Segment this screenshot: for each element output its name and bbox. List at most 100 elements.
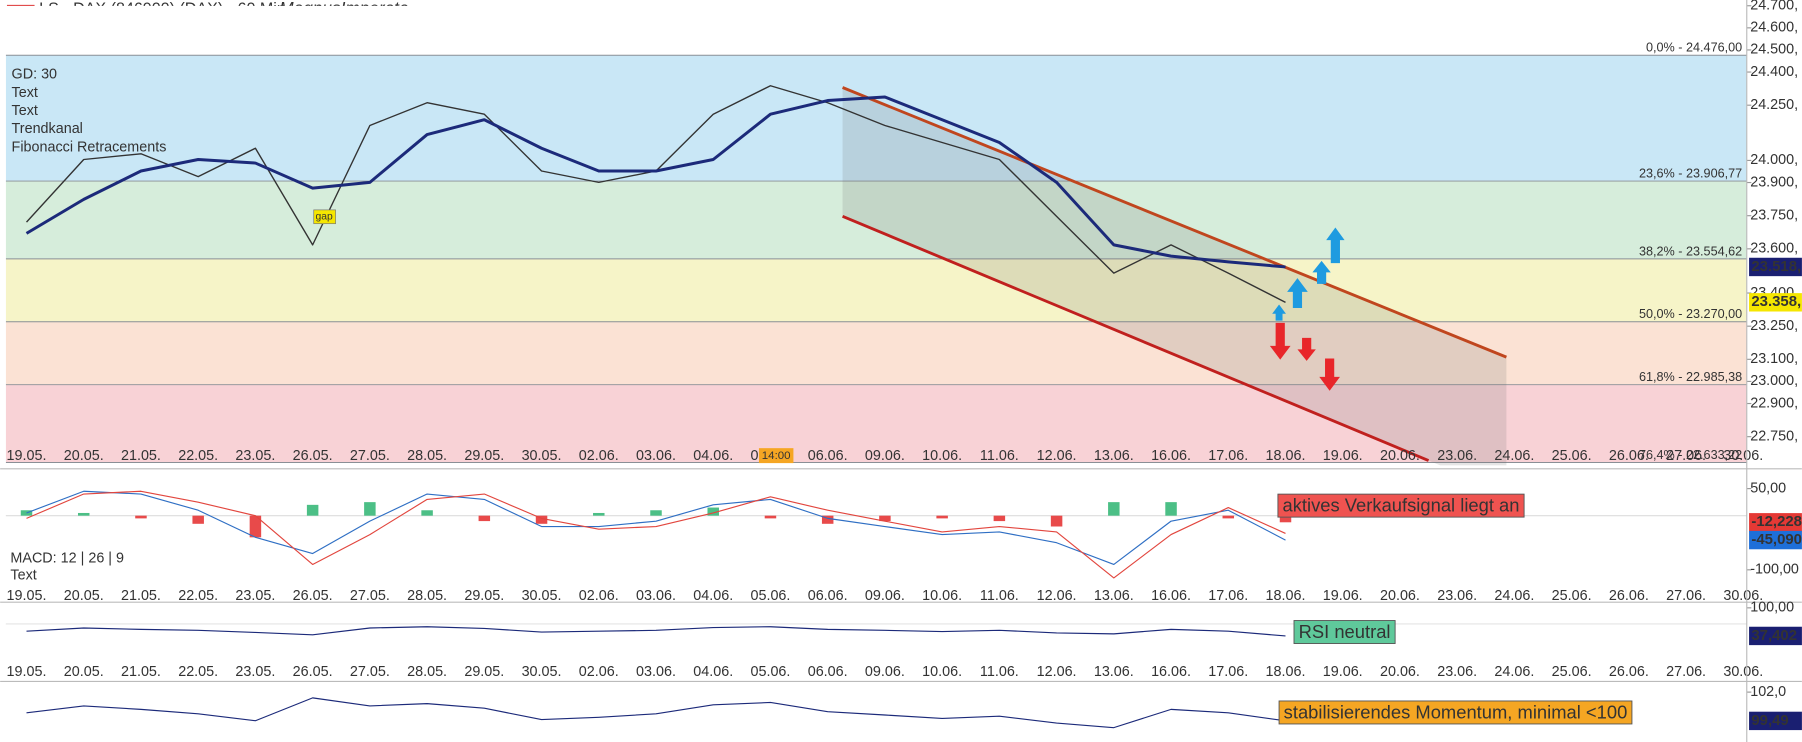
x-tick-label: 05.06. [750, 588, 790, 604]
x-tick-label: 03.06. [636, 664, 676, 680]
y-tick-label: 24.700, [1750, 0, 1798, 14]
y-tick-label: 102,0 [1750, 684, 1786, 700]
histogram-bar [1108, 502, 1120, 516]
x-tick-label: 13.06. [1094, 664, 1134, 680]
x-tick-label: 02.06. [579, 448, 619, 464]
x-tick-label: 28.05. [407, 448, 447, 464]
histogram-bar [1279, 515, 1292, 523]
legend-entry: Trendkanal [12, 121, 83, 137]
x-axis: 19.05. 20.05. 21.05. 22.05. 23.05. 26.05. 27.0… [7, 588, 1764, 604]
histogram-bar [1050, 515, 1063, 527]
annotation-box [1293, 620, 1396, 644]
y-axis: 50,00 -100,00 [1746, 480, 1799, 578]
x-tick-label: 03.06. [636, 588, 676, 604]
x-tick-label: 19.06. [1323, 448, 1363, 464]
x-tick-label: 24.06. [1494, 588, 1534, 604]
x-tick-label: 20.06. [1380, 448, 1420, 464]
y-tick-label: 24.500, [1750, 42, 1798, 58]
y-tick-label: 50,00 [1750, 480, 1786, 496]
ma-line [25, 95, 1286, 269]
x-tick-label: 20.05. [64, 664, 104, 680]
x-tick-label: 06.06. [808, 448, 848, 464]
histogram-bar [421, 510, 433, 516]
x-tick-label: 12.06. [1037, 664, 1077, 680]
x-tick-label: 22.05. [178, 588, 218, 604]
x-tick-label: 26.06. [1609, 588, 1649, 604]
y-tick-label: 24.250, [1750, 97, 1798, 113]
value-box-label: 23.358, [1751, 293, 1801, 310]
x-tick-label: 27.06. [1666, 588, 1706, 604]
annotation-box [1278, 700, 1633, 725]
x-tick-label: 23.06. [1437, 664, 1477, 680]
x-tick-label: 26.05. [293, 588, 333, 604]
x-tick-label: 16.06. [1151, 664, 1191, 680]
x-tick-label: 13.06. [1094, 588, 1134, 604]
x-tick-label: 17.06. [1208, 664, 1248, 680]
annotation: aktives Verkaufsignal liegt an [1283, 495, 1520, 516]
y-tick-label: 22.900, [1750, 395, 1798, 411]
x-tick-label: 04.06. [693, 664, 733, 680]
x-tick-label: 17.06. [1208, 448, 1248, 464]
value-box-label: -45,090 [1751, 531, 1802, 548]
x-tick-label: 02.06. [579, 588, 619, 604]
x-tick-label: 27.05. [350, 588, 390, 604]
x-tick-label: 29.05. [464, 588, 504, 604]
gap-box [313, 209, 336, 225]
x-tick-label: 23.05. [235, 664, 275, 680]
histogram-bar [764, 515, 777, 519]
x-tick-label: 20.05. [64, 448, 104, 464]
up-arrow [1272, 304, 1286, 321]
x-tick-label: 25.06. [1552, 664, 1592, 680]
macd-line [26, 490, 1286, 579]
value-box [1749, 530, 1802, 550]
fib-band [5, 181, 1747, 259]
histogram-bar [306, 504, 319, 516]
y-tick-label: 23.600, [1750, 241, 1798, 257]
x-tick-label: 09.06. [865, 664, 905, 680]
histogram-bar [249, 515, 262, 538]
x-axis: 19.05. 20.05. 21.05. 22.05. 23.05. 26.05. 27.0… [7, 448, 1764, 464]
x-tick-label: 19.06. [1323, 588, 1363, 604]
fib-label: 0,0% - 24.476,00 [1646, 41, 1742, 55]
x-tick-label: 29.05. [464, 448, 504, 464]
x-tick-label: 25.06. [1552, 588, 1592, 604]
value-box [1749, 293, 1802, 312]
up-arrow [1312, 260, 1331, 284]
annotation: RSI neutral [1299, 621, 1391, 642]
y-tick-label: 23.250, [1750, 318, 1798, 334]
x-tick-label: 21.05. [121, 448, 161, 464]
x-tick-label: 13.06. [1094, 448, 1134, 464]
histogram-bar [650, 510, 662, 516]
x-tick-label: 11.06. [980, 448, 1019, 464]
panel-label: MACD: 12 | 26 | 9 [10, 550, 124, 566]
rsi-line [26, 626, 1286, 637]
histogram-bar [993, 515, 1006, 522]
x-tick-label: 18.06. [1266, 448, 1306, 464]
signal-arrows [1269, 227, 1345, 391]
x-tick-label: 21.05. [121, 664, 161, 680]
x-tick-label: 21.05. [121, 588, 161, 604]
histogram-bar [1165, 502, 1177, 516]
fib-label: 50,0% - 23.270,00 [1639, 307, 1742, 321]
x-tick-label: 11.06. [980, 588, 1019, 604]
y-tick-label: 24.400, [1750, 64, 1798, 80]
histogram-bar [879, 515, 891, 522]
legend-entry: GD: 30 [12, 66, 58, 82]
x-tick-label: 27.05. [350, 664, 390, 680]
histogram-bar [77, 512, 90, 516]
y-tick-label: 100,00 [1750, 600, 1794, 616]
x-tick-label: 26.06. [1609, 664, 1649, 680]
x-tick-label: 22.05. [178, 448, 218, 464]
time-marker: 14:00 [762, 450, 791, 462]
x-tick-label: 30.05. [522, 664, 562, 680]
x-tick-label: 09.06. [865, 588, 905, 604]
x-tick-label: 28.05. [407, 664, 447, 680]
x-tick-label: 22.05. [178, 664, 218, 680]
legend-entry: Text [12, 85, 38, 101]
down-arrow [1269, 322, 1291, 360]
value-box-label: 99,49 [1751, 712, 1788, 729]
y-tick-label: 24.600, [1750, 20, 1798, 36]
value-box-label: 23.518, [1751, 258, 1801, 275]
